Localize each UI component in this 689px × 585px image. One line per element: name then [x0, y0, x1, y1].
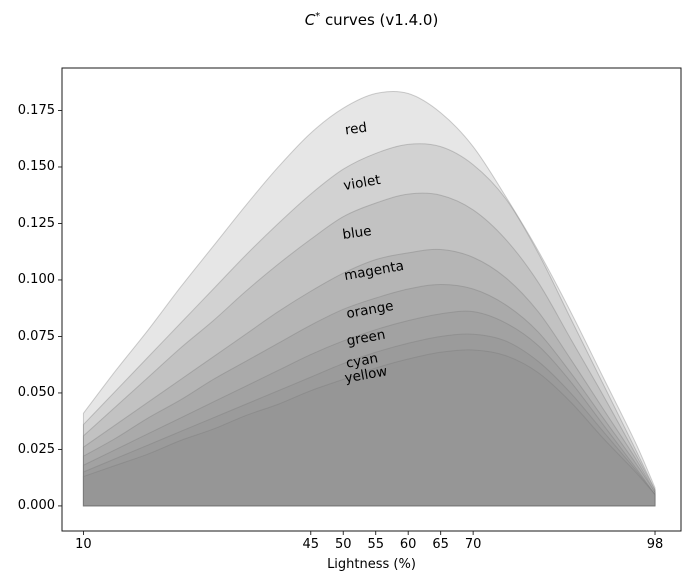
- chart-title: C* curves (v1.4.0): [62, 11, 681, 29]
- y-tick-label-0.175: 0.175: [17, 102, 55, 118]
- y-tick-label-0.150: 0.150: [17, 159, 55, 175]
- y-tick-label-0.075: 0.075: [17, 328, 55, 344]
- curve-area-cyan: [82, 333, 656, 507]
- x-tick-label-10: 10: [75, 537, 92, 552]
- curve-area-green: [82, 310, 656, 507]
- curve-area-violet: [82, 143, 656, 507]
- y-tick-label-0.000: 0.000: [17, 498, 55, 514]
- curve-label-blue: blue: [341, 222, 373, 243]
- curve-area-magenta: [82, 248, 656, 507]
- axes-spines: [61, 67, 682, 532]
- x-tick-label-98: 98: [646, 537, 664, 552]
- x-tick-label-60: 60: [399, 537, 417, 552]
- y-tick-label-0.050: 0.050: [17, 385, 55, 401]
- chart-title-c: C: [304, 11, 316, 29]
- x-tick-label-70: 70: [464, 537, 482, 552]
- x-axis-label: Lightness (%): [327, 557, 416, 572]
- chart-title-superscript: *: [315, 11, 321, 22]
- curve-label-red: red: [344, 119, 369, 139]
- curve-area-orange: [82, 283, 656, 507]
- x-tick-label-50: 50: [334, 537, 352, 552]
- y-tick-label-0.025: 0.025: [17, 441, 55, 457]
- y-tick-label-0.100: 0.100: [17, 272, 55, 288]
- curve-area-blue: [82, 192, 656, 507]
- chart-title-rest: curves (v1.4.0): [320, 11, 439, 29]
- y-tick-label-0.125: 0.125: [17, 215, 55, 231]
- x-tick-label-45: 45: [302, 537, 320, 552]
- x-tick-label-65: 65: [432, 537, 449, 552]
- curve-area-red: [82, 90, 656, 507]
- curve-area-yellow: [82, 349, 656, 507]
- x-tick-label-55: 55: [367, 537, 384, 552]
